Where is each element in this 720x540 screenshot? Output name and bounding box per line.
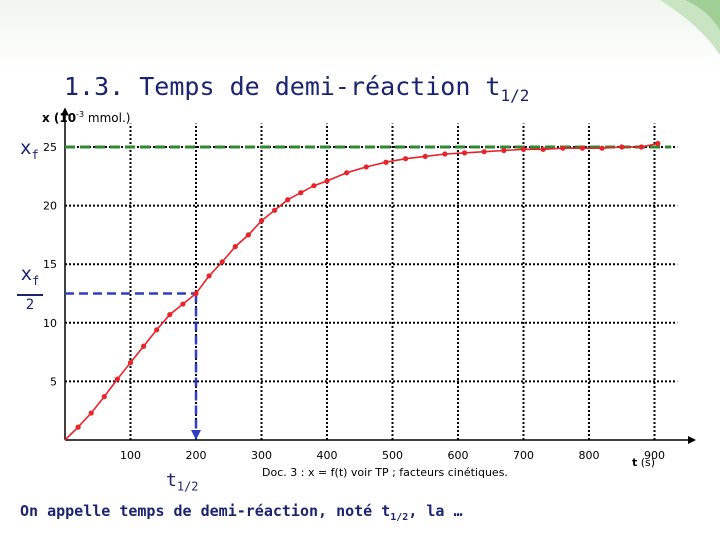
x-axis-arrow [688, 436, 696, 444]
data-point [461, 150, 468, 156]
y-axis-label-exponent: -3 [76, 110, 85, 119]
x-tick-label: 800 [579, 449, 600, 462]
data-point [311, 183, 317, 189]
data-point [167, 311, 173, 318]
y-tick-label: 25 [43, 141, 57, 154]
data-point [422, 153, 428, 159]
data-point [655, 140, 661, 147]
y-tick-label: 15 [43, 258, 57, 271]
x-tick-label: 700 [513, 449, 534, 462]
data-point [324, 178, 330, 184]
data-point [383, 159, 389, 165]
corner-decoration [660, 0, 720, 55]
data-point [403, 156, 409, 162]
data-point [258, 218, 265, 224]
x-tick-label: 900 [644, 449, 665, 462]
data-point [363, 164, 369, 170]
data-point [285, 197, 291, 203]
data-point [540, 146, 546, 152]
half-arrow [191, 430, 201, 440]
figure-caption: Doc. 3 : x = f(t) voir TP ; facteurs cin… [262, 466, 508, 479]
slide-title: 1.3. Temps de demi-réaction t1/2 [64, 72, 529, 105]
xf-half-denominator: 2 [25, 296, 35, 313]
data-point [298, 190, 304, 196]
data-point [75, 424, 81, 430]
y-tick-label: 20 [43, 200, 57, 213]
data-point [442, 151, 448, 157]
data-point [501, 147, 507, 154]
data-point [88, 410, 94, 416]
data-point [127, 360, 134, 366]
x-tick-label: 100 [120, 449, 141, 462]
data-point [272, 207, 278, 213]
x-tick-label: 300 [251, 449, 272, 462]
xf-half-label: xf 2 [17, 264, 43, 312]
x-tick-label: 200 [186, 449, 207, 462]
y-axis-arrow [61, 107, 69, 116]
data-point [481, 149, 487, 155]
x-tick-label: 600 [448, 449, 469, 462]
title-subscript: 1/2 [500, 86, 530, 105]
data-point [114, 376, 120, 382]
y-tick-label: 5 [50, 375, 57, 388]
x-tick-label: 500 [382, 449, 403, 462]
data-point [619, 144, 625, 150]
t-half-label: t1/2 [166, 470, 199, 494]
data-point [193, 290, 199, 297]
series-line [64, 142, 658, 441]
data-point [232, 244, 238, 250]
data-point [579, 145, 586, 151]
data-point [344, 170, 350, 176]
x-axis-label: t (s) [632, 456, 656, 469]
data-point [141, 343, 147, 349]
data-point [206, 273, 212, 279]
xf-label: xf [20, 137, 39, 162]
x-tick-label: 400 [317, 449, 338, 462]
data-point [560, 145, 566, 151]
definition-text: On appelle temps de demi-réaction, noté … [20, 502, 463, 523]
data-point [638, 144, 645, 150]
y-axis-label: x (10-3 mmol.) [42, 110, 130, 125]
y-axis-label-unit: mmol.) [84, 111, 131, 125]
data-point [219, 259, 225, 265]
title-text: 1.3. Temps de demi-réaction t [64, 72, 501, 101]
data-point [154, 327, 160, 333]
data-point [180, 301, 186, 307]
y-axis-label-main: x (10 [42, 111, 77, 125]
fraction-bar [17, 293, 43, 296]
data-point [520, 146, 527, 152]
data-point [245, 232, 251, 238]
y-tick-label: 10 [43, 317, 57, 330]
data-point [101, 394, 107, 400]
data-point [599, 145, 605, 151]
